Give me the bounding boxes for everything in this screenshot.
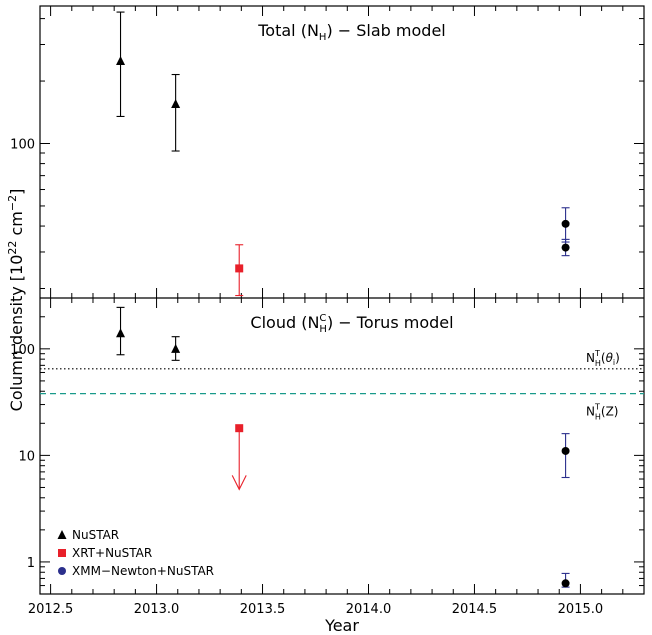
ref-label-torus-theta: NT H(θi) xyxy=(586,349,620,368)
panel-title-bottom: Cloud (NC H) − Torus model xyxy=(250,313,453,335)
x-axis-title: Year xyxy=(324,616,359,635)
legend-marker-circle xyxy=(58,567,66,575)
x-tick-label: 2013.5 xyxy=(240,602,286,617)
square-point-top xyxy=(235,264,244,273)
circle-point-bottom xyxy=(561,446,570,455)
legend-marker-triangle xyxy=(57,530,67,539)
ref-label-torus-z: NT H(Z) xyxy=(586,403,618,422)
x-tick-label: 2014.0 xyxy=(346,602,392,617)
circle-point-top xyxy=(561,243,570,252)
legend-label: XRT+NuSTAR xyxy=(72,546,152,560)
y-tick-label: 100 xyxy=(10,137,35,152)
triangle-point-bottom xyxy=(171,343,181,353)
y-tick-label: 10 xyxy=(18,449,35,464)
x-tick-label: 2014.5 xyxy=(452,602,498,617)
circle-point-bottom xyxy=(561,579,570,588)
plot-frame xyxy=(39,5,645,595)
y-axis-title: Column density [1022 cm−2] xyxy=(6,189,26,412)
legend-marker-square xyxy=(58,549,66,557)
square-point-bottom xyxy=(235,424,244,433)
triangle-point-top xyxy=(171,99,181,109)
y-tick-label: 1 xyxy=(27,556,35,571)
x-tick-label: 2015.0 xyxy=(558,602,604,617)
legend-label: NuSTAR xyxy=(72,528,119,542)
triangle-point-bottom xyxy=(116,328,126,338)
circle-point-top xyxy=(561,219,570,228)
triangle-point-top xyxy=(116,55,126,65)
panel-title-top: Total (NH) − Slab model xyxy=(257,21,446,43)
x-tick-label: 2013.0 xyxy=(134,602,180,617)
x-tick-label: 2012.5 xyxy=(28,602,74,617)
y-tick-label: 100 xyxy=(10,343,35,358)
upper-limit-arrowhead xyxy=(231,475,247,491)
legend-label: XMM−Newton+NuSTAR xyxy=(72,564,214,578)
